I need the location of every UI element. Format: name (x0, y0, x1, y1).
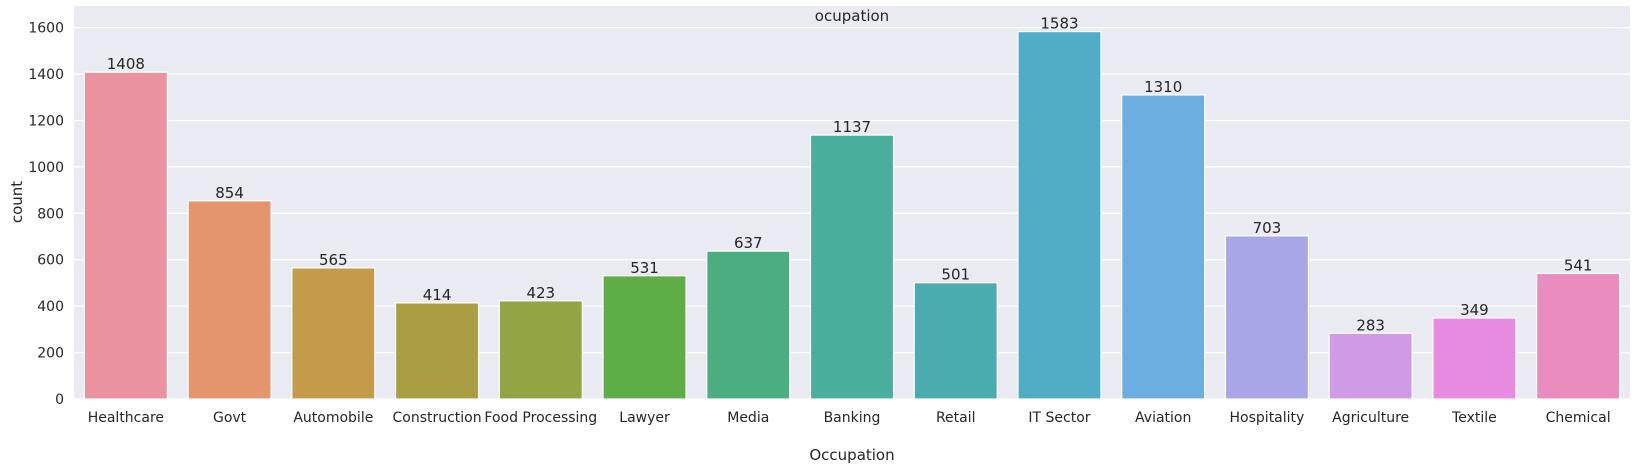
x-tick-label: Hospitality (1230, 410, 1305, 426)
bar-value-labels: 1408 854 565 414 423 531 637 1137 501 1583 1310 703… (107, 15, 1593, 335)
y-axis-label: count (8, 181, 26, 223)
bar-chemical (1536, 272, 1621, 400)
x-tick-label: Automobile (293, 410, 373, 426)
x-tick-label: IT Sector (1028, 410, 1090, 426)
y-tick-label: 0 (55, 392, 64, 408)
y-tick-label: 1600 (28, 21, 64, 37)
x-tick-label: Textile (1451, 410, 1497, 426)
chart-title: ocupation (815, 7, 889, 25)
y-tick-label: 1200 (28, 113, 64, 129)
bar-value-label: 565 (319, 251, 348, 269)
bar-agriculture (1328, 332, 1413, 400)
bar-value-label: 541 (1564, 256, 1593, 274)
bar-hospitality (1224, 235, 1310, 400)
bar-govt (187, 200, 272, 400)
y-tick-label: 1400 (28, 67, 64, 83)
bar-value-label: 283 (1356, 316, 1385, 334)
x-tick-label: Retail (936, 410, 976, 426)
bar-value-label: 531 (630, 259, 659, 277)
y-tick-label: 800 (37, 206, 64, 222)
bar-value-label: 637 (734, 234, 763, 252)
bar-value-label: 1583 (1040, 15, 1078, 33)
x-tick-labels: Healthcare Govt Automobile Construction Food… (88, 410, 1611, 426)
bar-value-label: 1408 (107, 55, 145, 73)
bar-aviation (1121, 94, 1206, 400)
y-tick-label: 1000 (28, 160, 64, 176)
x-tick-label: Construction (392, 410, 481, 426)
bar-it-sector (1017, 30, 1102, 400)
y-tick-label: 400 (37, 299, 64, 315)
x-tick-label: Food Processing (484, 410, 597, 426)
bar-retail (913, 282, 998, 400)
bar-food-processing (498, 300, 583, 400)
y-tick-labels: 0 200 400 600 800 1000 1200 1400 1600 (28, 21, 64, 408)
bars (83, 30, 1621, 400)
bar-value-label: 1137 (833, 118, 871, 136)
bar-lawyer (602, 275, 687, 400)
bar-value-label: 1310 (1144, 78, 1182, 96)
x-tick-label: Agriculture (1332, 410, 1409, 426)
bar-value-label: 414 (423, 286, 452, 304)
bar-value-label: 703 (1253, 219, 1282, 237)
bar-media (706, 250, 791, 400)
bar-banking (809, 134, 895, 400)
x-tick-label: Banking (824, 410, 881, 426)
bar-healthcare (83, 71, 168, 400)
bar-value-label: 349 (1460, 301, 1489, 319)
bar-automobile (291, 267, 376, 400)
bar-value-label: 501 (941, 266, 970, 284)
y-tick-label: 600 (37, 253, 64, 269)
x-tick-label: Govt (213, 410, 247, 426)
bar-textile (1432, 317, 1517, 400)
bar-construction (394, 302, 480, 400)
y-tick-label: 200 (37, 346, 64, 362)
x-tick-label: Healthcare (88, 410, 164, 426)
x-tick-label: Lawyer (619, 410, 670, 426)
x-tick-label: Media (727, 410, 769, 426)
x-axis-label: Occupation (809, 446, 894, 464)
x-tick-label: Chemical (1546, 410, 1611, 426)
bar-value-label: 854 (215, 184, 244, 202)
x-tick-label: Aviation (1135, 410, 1191, 426)
bar-value-label: 423 (526, 284, 555, 302)
